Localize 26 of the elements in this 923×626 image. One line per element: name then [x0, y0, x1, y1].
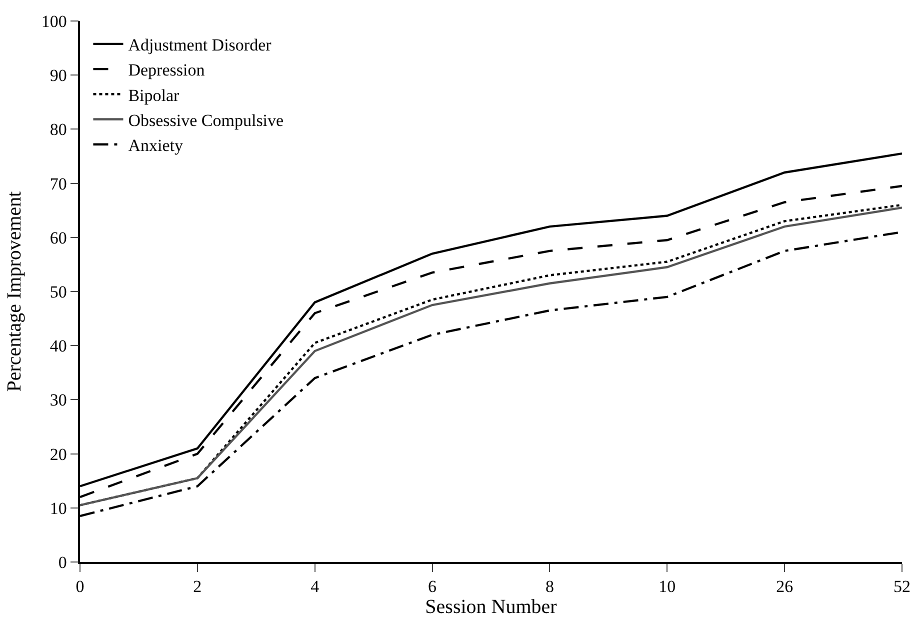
x-tick-label: 6 — [428, 577, 437, 596]
x-tick-label: 26 — [776, 577, 794, 596]
x-axis-title: Session Number — [425, 596, 558, 618]
y-tick-label: 60 — [50, 228, 67, 248]
x-tick-label: 52 — [894, 577, 910, 596]
y-tick-label: 70 — [50, 174, 67, 194]
legend-label: Obsessive Compulsive — [128, 110, 284, 130]
legend-label: Bipolar — [128, 86, 180, 105]
x-tick-label: 0 — [76, 577, 84, 596]
y-tick-label: 90 — [50, 66, 67, 86]
x-tick-label: 4 — [310, 577, 320, 596]
legend-label: Depression — [128, 60, 206, 80]
y-tick-label: 100 — [41, 12, 67, 31]
y-tick-label: 40 — [50, 336, 67, 356]
y-axis-title: Percentage Improvement — [3, 190, 26, 392]
y-tick-label: 80 — [50, 120, 67, 140]
x-tick-label: 2 — [193, 577, 202, 596]
x-tick-label: 10 — [658, 577, 676, 596]
y-tick-label: 30 — [50, 390, 67, 410]
legend-label: Anxiety — [128, 136, 184, 155]
y-tick-label: 0 — [58, 552, 67, 572]
y-tick-label: 20 — [50, 444, 67, 464]
x-tick-label: 8 — [545, 577, 554, 596]
y-tick-label: 50 — [50, 282, 67, 302]
legend-label: Adjustment Disorder — [128, 36, 272, 55]
y-tick-label: 10 — [50, 498, 67, 518]
